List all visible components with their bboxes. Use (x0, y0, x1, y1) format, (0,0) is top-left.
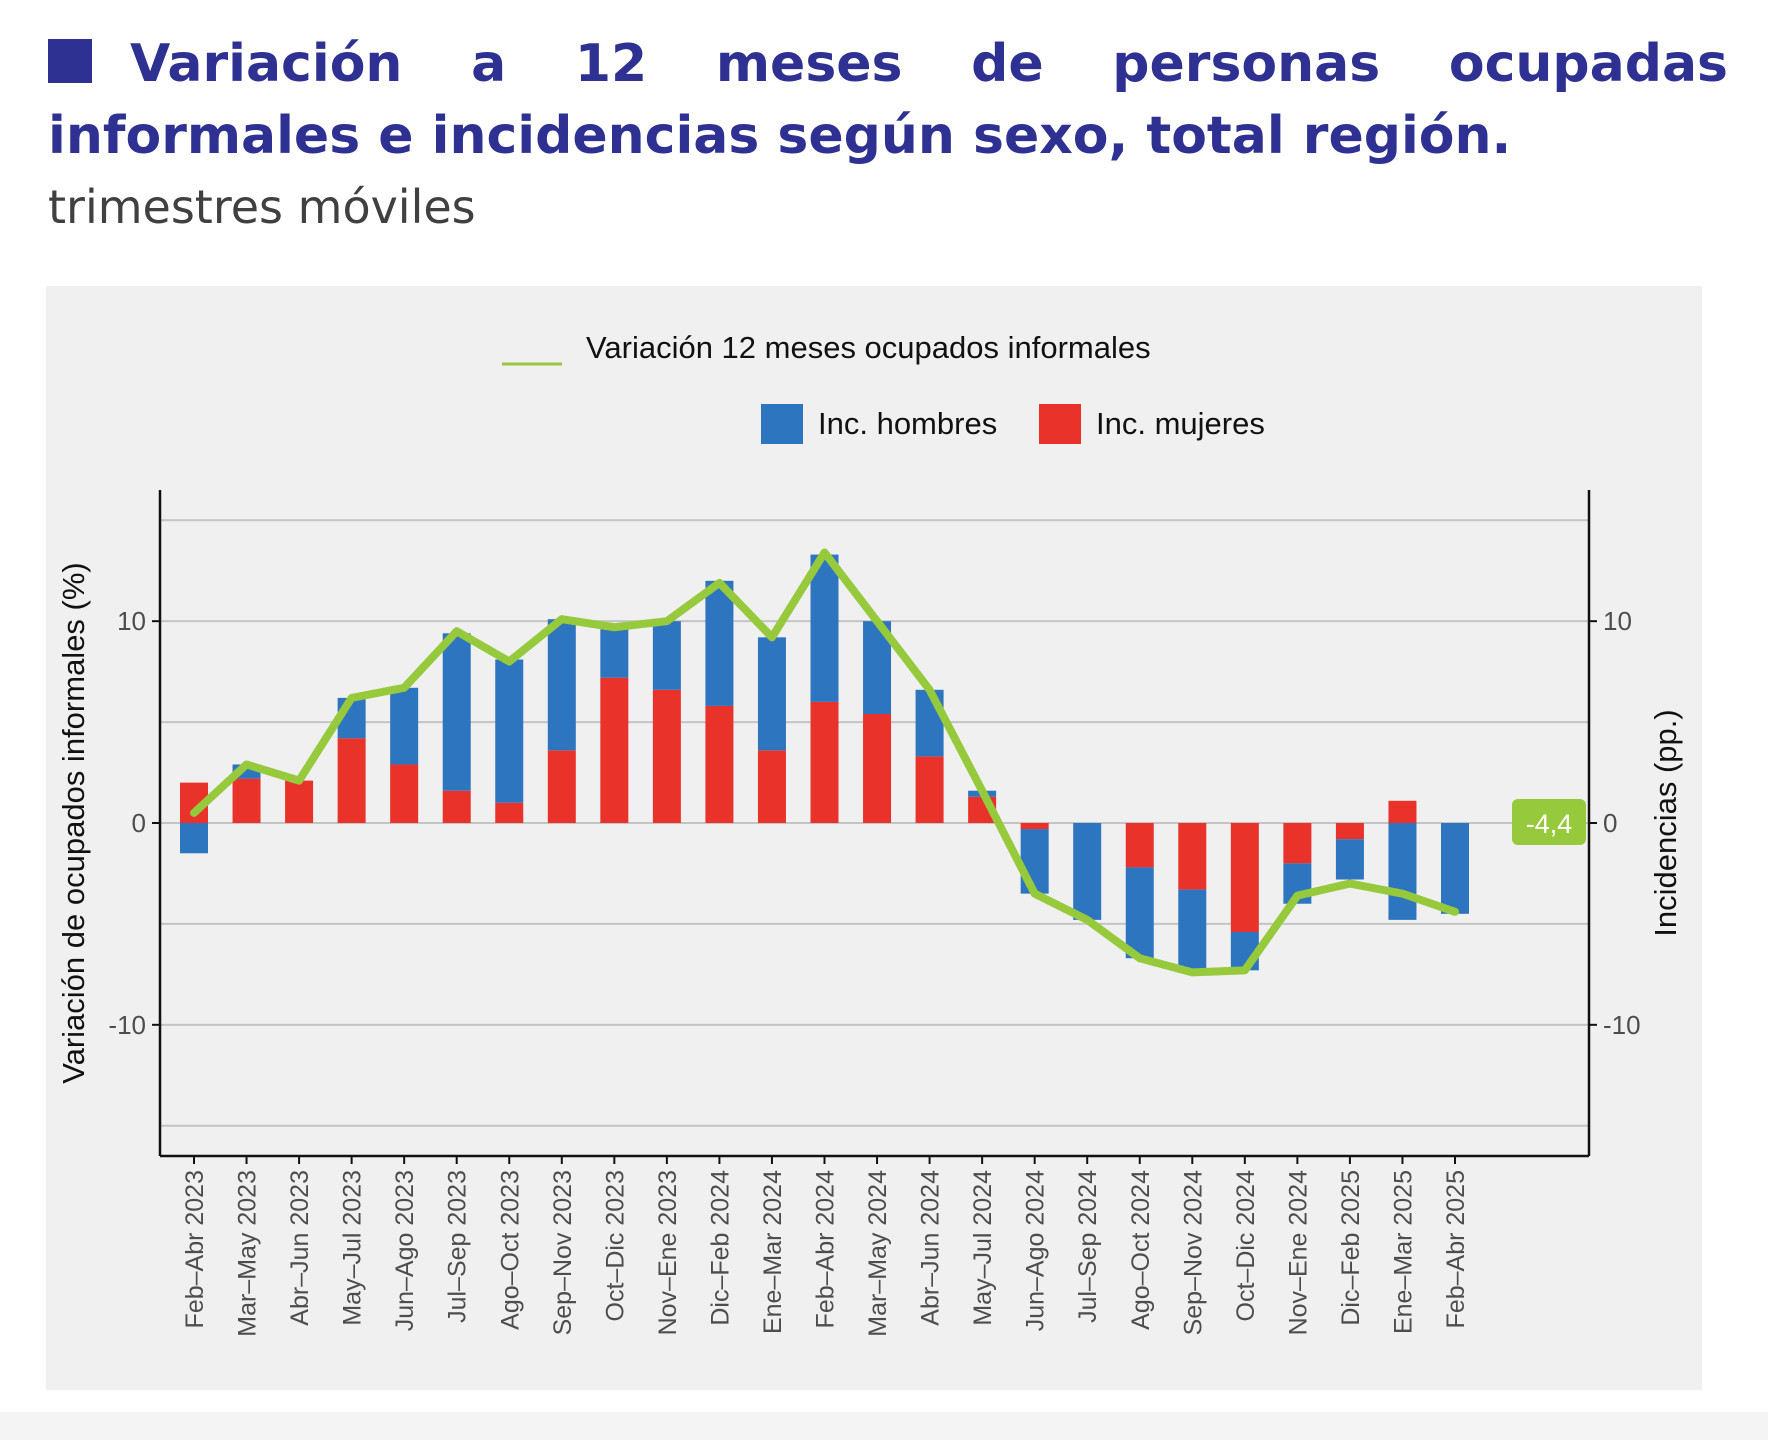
bar-mujeres (495, 802, 524, 823)
bar-mujeres (547, 750, 576, 823)
legend-line-label: Variación 12 meses ocupados informales (586, 330, 1151, 365)
bar-mujeres (1125, 823, 1154, 868)
x-tick-label: Oct–Dic 2024 (1232, 1170, 1260, 1322)
bar-mujeres (1283, 823, 1312, 864)
x-tick-label: Sep–Nov 2024 (1179, 1170, 1207, 1336)
x-tick-label: May–Jul 2024 (969, 1170, 997, 1326)
bar-mujeres (1388, 800, 1417, 823)
last-value-label: -4,4 (1526, 809, 1573, 839)
bar-mujeres (285, 780, 314, 823)
bar-hombres (705, 580, 734, 706)
x-tick-label: Ago–Oct 2024 (1127, 1170, 1155, 1330)
x-tick-label: Feb–Abr 2023 (181, 1170, 209, 1328)
x-tick-label: Jun–Ago 2023 (391, 1170, 419, 1331)
bar-mujeres (442, 790, 471, 823)
x-tick-label: Feb–Abr 2025 (1442, 1170, 1470, 1328)
bar-mujeres (1178, 823, 1207, 890)
bar-hombres (1335, 839, 1364, 880)
bar-hombres (390, 687, 419, 765)
x-tick-label: Sep–Nov 2023 (549, 1170, 577, 1335)
bar-hombres (442, 633, 471, 791)
bar-hombres (1388, 823, 1417, 920)
x-tick-label: Jun–Ago 2024 (1022, 1170, 1050, 1331)
header: Variación a 12 meses de personas ocupada… (48, 28, 1728, 234)
bar-mujeres (1020, 823, 1049, 830)
y-tick-label-left: 0 (132, 808, 146, 838)
bar-mujeres (390, 764, 419, 823)
y-tick-label-right: -10 (1603, 1010, 1641, 1040)
x-tick-label: Ene–Mar 2025 (1389, 1170, 1417, 1334)
x-tick-label: Mar–May 2024 (864, 1170, 892, 1337)
x-tick-label: Nov–Ene 2024 (1284, 1170, 1312, 1336)
x-tick-label: Jul–Sep 2024 (1074, 1170, 1102, 1323)
x-tick-label: Abr–Jun 2024 (917, 1170, 945, 1326)
last-value-label-box (1512, 799, 1586, 845)
bar-hombres (495, 659, 524, 803)
x-tick-label: Dic–Feb 2025 (1337, 1170, 1365, 1326)
bar-hombres (652, 621, 681, 690)
x-tick-label: Abr–Jun 2023 (286, 1170, 314, 1326)
bar-hombres (1073, 823, 1102, 920)
bar-mujeres (705, 705, 734, 823)
chart-title: Variación a 12 meses de personas ocupada… (48, 28, 1728, 172)
bar-hombres (1178, 889, 1207, 971)
bar-hombres (180, 823, 208, 854)
y-axis-title-left: Variación de ocupados informales (%) (56, 562, 91, 1084)
x-tick-label: Dic–Feb 2024 (706, 1170, 734, 1326)
bar-hombres (600, 629, 629, 678)
x-tick-label: Oct–Dic 2023 (601, 1170, 629, 1321)
bar-mujeres (915, 756, 944, 823)
bar-mujeres (1230, 823, 1259, 932)
x-tick-label: Jul–Sep 2023 (444, 1170, 472, 1323)
legend-label-mujeres: Inc. mujeres (1096, 406, 1265, 441)
bar-mujeres (810, 701, 839, 823)
bar-mujeres (757, 750, 786, 823)
bar-hombres (810, 554, 839, 702)
legend-key-mujeres (1039, 404, 1081, 444)
x-tick-label: Mar–May 2023 (234, 1170, 262, 1337)
x-tick-label: Feb–Abr 2024 (812, 1170, 840, 1329)
bar-hombres (757, 637, 786, 751)
legend-label-hombres: Inc. hombres (818, 406, 997, 441)
y-axis-title-right: Incidencias (pp.) (1648, 709, 1683, 936)
bar-mujeres (232, 778, 261, 823)
bar-hombres (1020, 829, 1049, 894)
y-tick-label-right: 0 (1603, 808, 1617, 838)
x-tick-label: Nov–Ene 2023 (654, 1170, 682, 1335)
y-tick-label-left: 10 (117, 606, 146, 636)
legend-key-hombres (761, 404, 803, 444)
chart-panel: -4,4 -10 -10 0 0 10 10 Feb–Abr 2023 Mar–May 2023… (46, 286, 1702, 1390)
title-square-icon (48, 39, 92, 83)
bar-hombres (1125, 867, 1154, 959)
bar-mujeres (337, 738, 366, 823)
chart-svg: -4,4 -10 -10 0 0 10 10 Feb–Abr 2023 Mar–May 2023… (56, 330, 1683, 1337)
bar-mujeres (863, 714, 892, 823)
bar-hombres (915, 689, 944, 757)
x-tick-label: Ago–Oct 2023 (496, 1170, 524, 1330)
bar-mujeres (1335, 823, 1364, 840)
bar-mujeres (652, 689, 681, 823)
y-tick-label-right: 10 (1603, 606, 1632, 636)
x-tick-label: May–Jul 2023 (339, 1170, 367, 1326)
bar-mujeres (600, 677, 629, 823)
bar-hombres (547, 619, 576, 751)
y-tick-label-left: -10 (108, 1010, 146, 1040)
chart-subtitle: trimestres móviles (48, 180, 476, 234)
footer-band (0, 1412, 1768, 1440)
bar-hombres (1441, 823, 1469, 914)
line-variacion (190, 548, 1459, 977)
chart-title-text: Variación a 12 meses de personas ocupada… (48, 34, 1728, 166)
x-tick-label: Ene–Mar 2024 (759, 1170, 787, 1334)
